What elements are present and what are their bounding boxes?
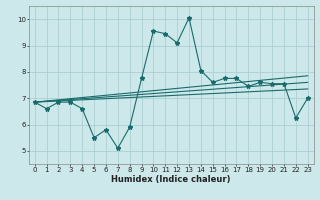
- X-axis label: Humidex (Indice chaleur): Humidex (Indice chaleur): [111, 175, 231, 184]
